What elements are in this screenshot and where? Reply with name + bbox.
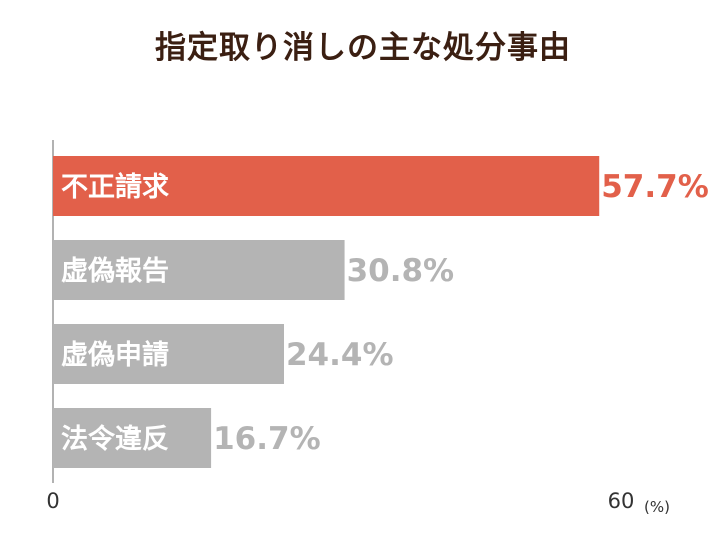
chart-title: 指定取り消しの主な処分事由 [155,30,571,66]
value-label: 24.4% [286,337,394,373]
value-label: 16.7% [213,421,321,457]
category-label: 不正請求 [61,171,169,203]
bar [53,156,600,216]
category-label: 虚偽報告 [61,256,169,287]
x-tick-label: 60 [608,489,635,513]
bar [53,324,284,384]
value-label: 30.8% [347,253,455,289]
value-label: 57.7% [601,169,709,205]
bar [53,240,345,300]
category-label: 法令違反 [61,423,169,455]
category-label: 虚偽申請 [61,339,169,371]
bars-group: 不正請求 57.7% 虚偽報告 30.8% 虚偽申請 24.4% 法令違反 16.7% [53,156,709,468]
x-unit-label: (%) [644,498,670,516]
bar [53,408,212,468]
x-tick-label: 0 [46,489,59,513]
